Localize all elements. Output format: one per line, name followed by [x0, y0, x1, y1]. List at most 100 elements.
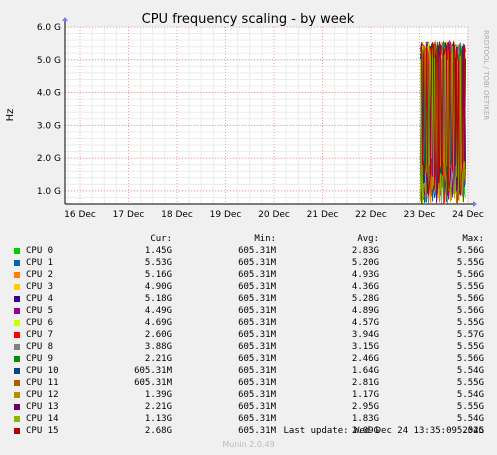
- legend-name: CPU 13: [26, 402, 59, 412]
- legend-cur: 5.18G: [144, 294, 172, 304]
- legend-avg: 1.83G: [351, 414, 379, 424]
- legend-swatch: [14, 392, 20, 398]
- legend-min: 605.31M: [238, 306, 276, 316]
- x-tick-label: 23 Dec: [404, 210, 436, 220]
- x-tick-label: 18 Dec: [161, 210, 193, 220]
- legend-avg: 3.15G: [351, 342, 379, 352]
- legend: Cur: Min: Avg: Max: CPU 0 1.45G 605.31M 2.8…: [12, 233, 492, 437]
- legend-max: 5.55G: [456, 342, 484, 352]
- legend-name: CPU 9: [26, 354, 54, 364]
- legend-min: 605.31M: [238, 246, 276, 256]
- legend-row: CPU 8 3.88G 605.31M 3.15G 5.55G: [12, 341, 492, 353]
- legend-cur: 2.60G: [144, 330, 172, 340]
- legend-min: 605.31M: [238, 378, 276, 388]
- legend-swatch: [14, 356, 20, 362]
- legend-swatch: [14, 368, 20, 374]
- legend-avg: 4.89G: [351, 306, 379, 316]
- legend-swatch: [14, 296, 20, 302]
- legend-cur: 1.13G: [144, 414, 172, 424]
- legend-swatch: [14, 344, 20, 350]
- legend-min: 605.31M: [238, 342, 276, 352]
- header-min: Min:: [254, 234, 276, 244]
- legend-row: CPU 11 605.31M 605.31M 2.81G 5.55G: [12, 377, 492, 389]
- axes: 1.0 G 2.0 G 3.0 G 4.0 G 5.0 G 6.0 G 16 Dec 17 D…: [37, 17, 484, 220]
- legend-avg: 3.94G: [351, 330, 379, 340]
- legend-name: CPU 14: [26, 414, 59, 424]
- legend-swatch: [14, 404, 20, 410]
- legend-min: 605.31M: [238, 318, 276, 328]
- chart-title: CPU frequency scaling - by week: [142, 12, 355, 27]
- legend-row: CPU 10 605.31M 605.31M 1.64G 5.54G: [12, 365, 492, 377]
- legend-cur: 605.31M: [134, 378, 172, 388]
- legend-avg: 5.28G: [351, 294, 379, 304]
- legend-name: CPU 3: [26, 282, 54, 292]
- y-tick-label: 6.0 G: [37, 23, 61, 33]
- legend-swatch: [14, 272, 20, 278]
- legend-max: 5.55G: [456, 258, 484, 268]
- legend-avg: 1.17G: [351, 390, 379, 400]
- series-line: [420, 42, 466, 196]
- legend-row: CPU 13 2.21G 605.31M 2.95G 5.55G: [12, 401, 492, 413]
- legend-row: CPU 2 5.16G 605.31M 4.93G 5.56G: [12, 269, 492, 281]
- legend-max: 5.56G: [456, 246, 484, 256]
- watermark: RRDTOOL / TOBI OETIKER: [482, 30, 490, 120]
- legend-max: 5.56G: [456, 306, 484, 316]
- legend-swatch: [14, 260, 20, 266]
- x-tick-label: 19 Dec: [210, 210, 242, 220]
- legend-cur: 605.31M: [134, 366, 172, 376]
- legend-cur: 1.45G: [144, 246, 172, 256]
- legend-row: CPU 0 1.45G 605.31M 2.83G 5.56G: [12, 245, 492, 257]
- legend-name: CPU 6: [26, 318, 54, 328]
- legend-min: 605.31M: [238, 270, 276, 280]
- last-update: Last update: Wed Dec 24 13:35:09 2025: [283, 426, 484, 436]
- legend-avg: 5.20G: [351, 258, 379, 268]
- header-avg: Avg:: [357, 234, 379, 244]
- legend-min: 605.31M: [238, 426, 276, 436]
- legend-max: 5.55G: [456, 378, 484, 388]
- legend-swatch: [14, 248, 20, 254]
- legend-name: CPU 7: [26, 330, 54, 340]
- legend-row: CPU 6 4.69G 605.31M 4.57G 5.55G: [12, 317, 492, 329]
- legend-min: 605.31M: [238, 366, 276, 376]
- legend-row: CPU 4 5.18G 605.31M 5.28G 5.56G: [12, 293, 492, 305]
- legend-avg: 2.09G: [351, 426, 379, 436]
- header-max: Max:: [462, 234, 484, 244]
- legend-max: 5.56G: [456, 354, 484, 364]
- legend-swatch: [14, 416, 20, 422]
- legend-avg: 4.93G: [351, 270, 379, 280]
- legend-name: CPU 8: [26, 342, 54, 352]
- legend-name: CPU 5: [26, 306, 54, 316]
- legend-header: Cur: Min: Avg: Max:: [12, 233, 492, 245]
- legend-min: 605.31M: [238, 414, 276, 424]
- legend-max: 5.54G: [456, 366, 484, 376]
- legend-avg: 2.95G: [351, 402, 379, 412]
- grid-lines: [65, 26, 469, 205]
- legend-name: CPU 1: [26, 258, 54, 268]
- legend-name: CPU 11: [26, 378, 59, 388]
- legend-cur: 2.21G: [144, 354, 172, 364]
- legend-row: CPU 14 1.13G 605.31M 1.83G 5.54G: [12, 413, 492, 425]
- legend-max: 5.54G: [456, 414, 484, 424]
- legend-min: 605.31M: [238, 354, 276, 364]
- legend-name: CPU 2: [26, 270, 54, 280]
- legend-avg: 2.83G: [351, 246, 379, 256]
- series-lines: [420, 39, 466, 204]
- x-tick-label: 22 Dec: [355, 210, 387, 220]
- y-axis-label: Hz: [5, 109, 16, 122]
- legend-cur: 4.90G: [144, 282, 172, 292]
- x-axis-arrow: [473, 201, 477, 207]
- x-tick-label: 17 Dec: [113, 210, 145, 220]
- legend-cur: 5.53G: [144, 258, 172, 268]
- legend-row: CPU 1 5.53G 605.31M 5.20G 5.55G: [12, 257, 492, 269]
- legend-row: CPU 12 1.39G 605.31M 1.17G 5.54G: [12, 389, 492, 401]
- legend-cur: 1.39G: [144, 390, 172, 400]
- legend-rows: CPU 0 1.45G 605.31M 2.83G 5.56G CPU 1 5.53G 605…: [12, 245, 492, 437]
- legend-cur: 4.49G: [144, 306, 172, 316]
- chart-canvas: 1.0 G 2.0 G 3.0 G 4.0 G 5.0 G 6.0 G 16 Dec 17 D…: [5, 12, 490, 220]
- legend-max: 5.54G: [456, 390, 484, 400]
- legend-name: CPU 4: [26, 294, 54, 304]
- y-tick-label: 1.0 G: [37, 187, 61, 197]
- legend-swatch: [14, 308, 20, 314]
- legend-max: 5.54G: [456, 426, 484, 436]
- legend-max: 5.57G: [456, 330, 484, 340]
